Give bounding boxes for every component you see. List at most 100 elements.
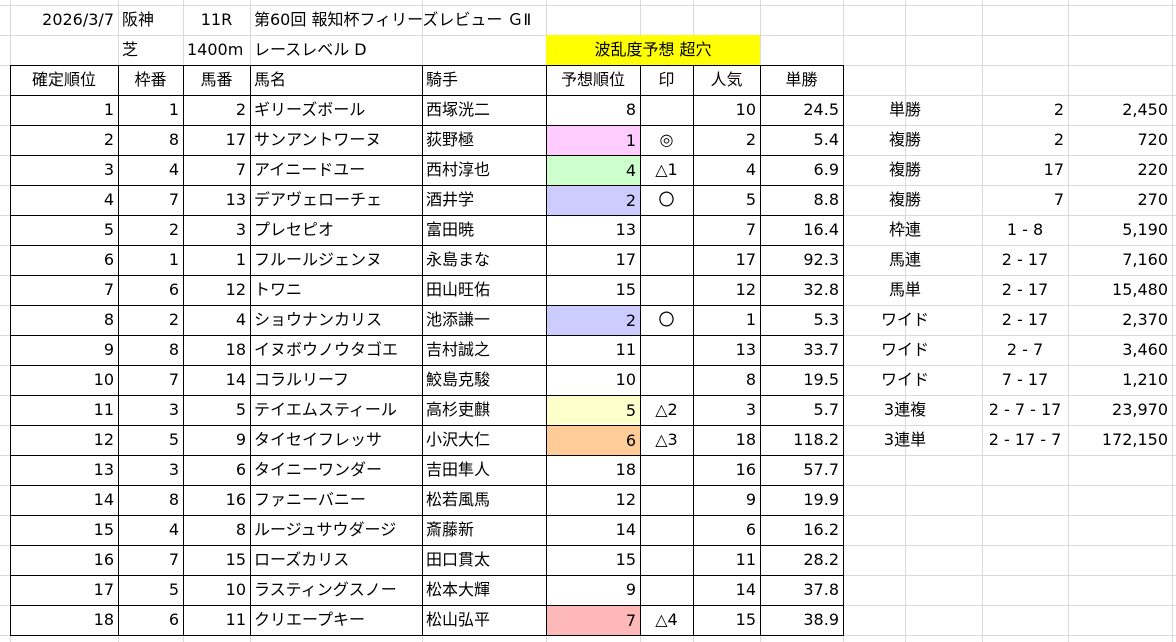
payout-cell: 2 <box>1053 100 1064 119</box>
table-cell: 38.9 <box>803 610 839 629</box>
table-cell: 12 <box>615 490 636 509</box>
table-cell <box>640 95 693 125</box>
table-cell: 4 <box>103 190 114 209</box>
table-border <box>10 635 844 636</box>
table-border <box>10 155 844 156</box>
table-border <box>843 65 844 635</box>
table-cell: 8 <box>168 490 179 509</box>
table-cell: 3 <box>168 460 179 479</box>
payout-cell: 馬単 <box>888 280 921 299</box>
table-cell: 8 <box>168 340 179 359</box>
table-cell: 〇 <box>658 190 675 209</box>
race-date: 2026/3/7 <box>42 10 114 29</box>
table-cell: 17 <box>615 250 636 269</box>
table-cell: 14 <box>735 580 756 599</box>
table-cell: トワニ <box>254 280 303 299</box>
table-cell: 7 <box>168 190 179 209</box>
grid-line <box>905 0 906 642</box>
grid-line <box>982 0 983 642</box>
table-cell: 永島まな <box>426 250 491 269</box>
payout-cell: 1,210 <box>1122 370 1168 389</box>
table-cell: 1 <box>103 100 114 119</box>
column-header: 予想順位 <box>560 70 625 89</box>
table-cell: 8 <box>745 370 756 389</box>
table-cell <box>640 335 693 365</box>
payout-cell: ワイド <box>880 340 929 359</box>
table-cell: 24.5 <box>803 100 839 119</box>
table-cell: 池添謙一 <box>426 310 491 329</box>
table-cell: 鮫島克駿 <box>426 370 491 389</box>
table-cell: 19.9 <box>803 490 839 509</box>
payout-cell: 2,370 <box>1122 310 1168 329</box>
table-cell: 5 <box>168 430 179 449</box>
table-cell: △1 <box>655 160 678 179</box>
payout-cell: 23,970 <box>1112 400 1168 419</box>
table-cell: 15 <box>225 550 246 569</box>
table-cell: クリエープキー <box>254 610 366 629</box>
table-cell: ローズカリス <box>254 550 350 569</box>
column-header: 印 <box>658 70 675 89</box>
table-cell: 8 <box>235 520 246 539</box>
payout-cell: 2 - 7 - 17 <box>988 400 1062 419</box>
table-cell: 118.2 <box>793 430 839 449</box>
column-header: 確定順位 <box>31 70 96 89</box>
table-cell: 4 <box>168 520 179 539</box>
table-cell: 15 <box>735 610 756 629</box>
table-cell: 17 <box>735 250 756 269</box>
table-cell: 57.7 <box>803 460 839 479</box>
table-cell: 14 <box>93 490 114 509</box>
table-cell: 33.7 <box>803 340 839 359</box>
payout-cell: 複勝 <box>888 160 921 179</box>
table-cell: 5 <box>745 190 756 209</box>
payout-cell: 3,460 <box>1122 340 1168 359</box>
table-border <box>183 65 184 635</box>
table-border <box>10 455 844 456</box>
table-cell: 5 <box>168 580 179 599</box>
forecast-banner <box>546 35 760 65</box>
table-cell: 3 <box>235 220 246 239</box>
table-border <box>10 125 844 126</box>
table-border <box>10 425 844 426</box>
table-cell: 6.9 <box>813 160 839 179</box>
table-cell: 高杉吏麒 <box>426 400 491 419</box>
table-cell: 10 <box>735 100 756 119</box>
table-cell: ギリーズボール <box>254 100 366 119</box>
table-cell: 3 <box>168 400 179 419</box>
table-cell: △3 <box>655 430 678 449</box>
race-number: 11R <box>200 10 233 29</box>
table-cell: 92.3 <box>803 250 839 269</box>
table-cell <box>640 275 693 305</box>
table-cell: 5.7 <box>813 400 839 419</box>
table-cell: 田口貫太 <box>426 550 491 569</box>
table-cell: 松若風馬 <box>426 490 491 509</box>
table-cell: 4 <box>546 156 640 185</box>
payout-cell: 3連複 <box>883 400 927 419</box>
payout-cell: ワイド <box>880 370 929 389</box>
table-cell: 2 <box>103 130 114 149</box>
table-cell: 7 <box>103 280 114 299</box>
table-cell: △2 <box>655 400 678 419</box>
table-border <box>10 485 844 486</box>
table-cell: 3 <box>103 160 114 179</box>
payout-cell: 複勝 <box>888 190 921 209</box>
table-cell: 5 <box>546 396 640 425</box>
table-cell: サンアントワーヌ <box>254 130 382 149</box>
table-cell: 11 <box>225 610 246 629</box>
table-cell: ルージュサウダージ <box>254 520 397 539</box>
table-border <box>10 545 844 546</box>
table-cell: 1 <box>745 310 756 329</box>
table-cell: 18 <box>225 340 246 359</box>
table-cell: 11 <box>735 550 756 569</box>
table-border <box>10 65 11 635</box>
table-border <box>546 65 547 635</box>
table-cell: 小沢大仁 <box>426 430 491 449</box>
table-cell: 9 <box>745 490 756 509</box>
table-cell: 2 <box>745 130 756 149</box>
payout-cell: 5,190 <box>1122 220 1168 239</box>
table-cell: 10 <box>615 370 636 389</box>
table-cell: 13 <box>93 460 114 479</box>
table-cell: 5.4 <box>813 130 839 149</box>
table-cell: 7 <box>745 220 756 239</box>
table-cell: 16 <box>735 460 756 479</box>
